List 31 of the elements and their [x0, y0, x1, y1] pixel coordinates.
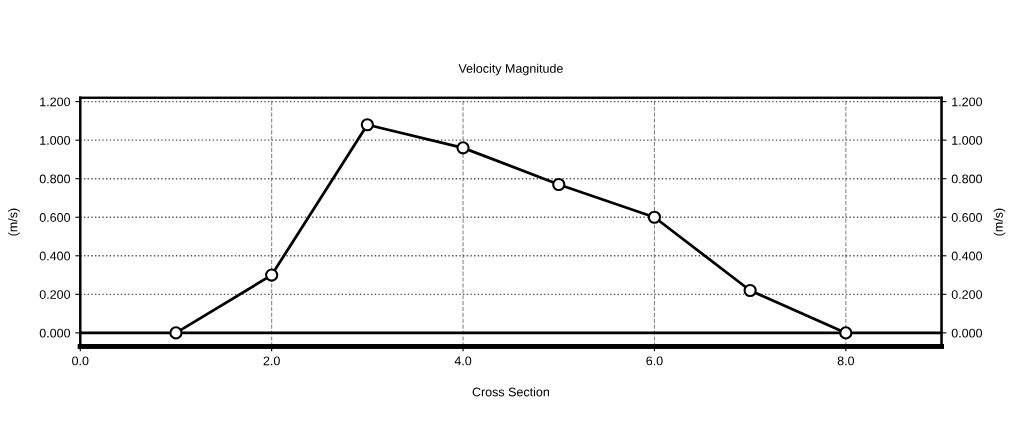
point — [360, 118, 374, 132]
point — [743, 283, 757, 298]
x-tick-label: 4.0 — [454, 356, 472, 366]
y-tick-label: 1.200 — [40, 97, 71, 107]
x-tick-label: 0.0 — [72, 356, 89, 366]
y-tick-label: 1.000 — [40, 135, 71, 145]
x-tick-label: 8.0 — [837, 356, 855, 366]
y-tick-label: 0.400 — [39, 251, 71, 261]
point — [839, 326, 853, 340]
chart-title: Velocity Magnitude — [458, 63, 563, 76]
point — [456, 141, 470, 155]
point — [647, 210, 662, 224]
y2-tick-label: 1.200 — [952, 97, 983, 107]
point — [265, 268, 279, 282]
y2-tick-label: 0.400 — [951, 251, 983, 261]
x-tick-label: 2.0 — [263, 356, 280, 366]
y2-tick-label: 0.200 — [951, 290, 983, 299]
y2-axis-title: (m/s) — [993, 208, 1006, 236]
x-tick-label: 6.0 — [646, 356, 663, 366]
y2-tick-label: 0.600 — [951, 213, 983, 222]
x-axis-title: Cross Section — [472, 387, 549, 397]
point — [169, 326, 183, 340]
y2-tick-label: 0.000 — [951, 328, 983, 338]
y-tick-label: 0.800 — [39, 174, 71, 184]
y-tick-label: 0.200 — [39, 290, 71, 299]
y2-tick-label: 1.000 — [952, 135, 983, 145]
y-tick-label: 0.000 — [39, 328, 71, 338]
y-axis-title: (m/s) — [8, 208, 20, 236]
point — [552, 177, 566, 192]
y-tick-label: 0.600 — [39, 213, 71, 222]
y2-tick-label: 0.800 — [951, 174, 983, 184]
